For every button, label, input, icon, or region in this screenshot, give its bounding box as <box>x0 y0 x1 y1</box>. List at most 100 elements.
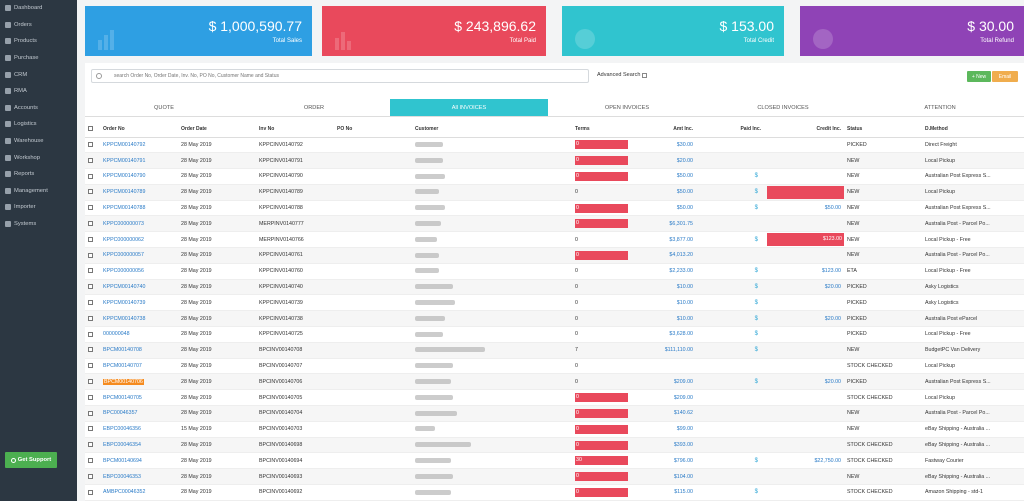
table-row[interactable]: BPCM00140707 28 May 2019 BPCINV00140707 0 ST… <box>85 358 1024 375</box>
table-row[interactable]: KPPCM00140792 28 May 2019 KPPCINV0140792 0 $… <box>85 137 1024 154</box>
sidebar-item-products[interactable]: Products <box>0 33 77 50</box>
table-row[interactable]: KPPCM00140739 28 May 2019 KPPCINV0140739 0 $… <box>85 294 1024 312</box>
select-all-checkbox[interactable] <box>88 126 93 132</box>
sidebar-item-management[interactable]: Management <box>0 183 77 200</box>
table-row[interactable]: BPC00046357 28 May 2019 BPCINV00140704 0 $14… <box>85 405 1024 422</box>
row-checkbox[interactable] <box>88 173 93 179</box>
tab-open-invoices[interactable]: OPEN INVOICES <box>604 104 650 111</box>
order-no-link[interactable]: BPCM00140705 <box>103 394 142 401</box>
row-checkbox[interactable] <box>88 442 93 448</box>
table-row[interactable]: KPPCM00140791 28 May 2019 KPPCINV0140791 0 $… <box>85 152 1024 170</box>
sidebar-item-accounts[interactable]: Accounts <box>0 100 77 117</box>
table-row[interactable]: BPCM00140706 28 May 2019 BPCINV00140706 0 $2… <box>85 373 1024 391</box>
table-row[interactable]: BPCM00140694 28 May 2019 BPCINV00140694 30 $… <box>85 452 1024 470</box>
tab-attention[interactable]: ATTENTION <box>924 104 956 111</box>
row-checkbox[interactable] <box>88 299 93 305</box>
order-no-link[interactable]: KPPCM00140789 <box>103 189 146 196</box>
order-no-link[interactable]: BPCM00140694 <box>103 457 142 464</box>
new-button[interactable]: + New <box>967 71 991 82</box>
order-no-link[interactable]: AMBPC00046352 <box>103 489 146 496</box>
order-no-link[interactable]: KPPCM00140790 <box>103 173 146 180</box>
sidebar-item-reports[interactable]: Reports <box>0 166 77 183</box>
col-po-no[interactable]: PO No <box>334 122 412 138</box>
col-customer[interactable]: Customer <box>412 122 572 138</box>
row-checkbox[interactable] <box>88 331 93 337</box>
table-row[interactable]: AMBPC00046352 28 May 2019 BPCINV00140692 0 $… <box>85 484 1024 501</box>
table-row[interactable]: KPPCM00140790 28 May 2019 KPPCINV0140790 0 $… <box>85 168 1024 185</box>
table-row[interactable]: BPCM00140705 28 May 2019 BPCINV00140705 0 $2… <box>85 389 1024 407</box>
table-row[interactable]: EBPC00046356 15 May 2019 BPCINV00140703 0 $9… <box>85 421 1024 438</box>
sidebar-item-orders[interactable]: Orders <box>0 17 77 34</box>
order-no-link[interactable]: EBPC00046356 <box>103 426 141 433</box>
table-row[interactable]: KPPCM00140788 28 May 2019 KPPCINV0140788 0 $… <box>85 200 1024 217</box>
table-row[interactable]: KPPCM00140738 28 May 2019 KPPCINV0140738 0 $… <box>85 310 1024 328</box>
order-no-link[interactable]: BPCM00140706 <box>103 378 144 385</box>
sidebar-item-importer[interactable]: Importer <box>0 199 77 216</box>
row-checkbox[interactable] <box>88 394 93 400</box>
order-no-link[interactable]: KPPC000000073 <box>103 220 144 227</box>
order-no-link[interactable]: KPPC000000057 <box>103 252 144 259</box>
row-checkbox[interactable] <box>88 189 93 195</box>
table-row[interactable]: EBPC00046354 28 May 2019 BPCINV00140698 0 $3… <box>85 437 1024 454</box>
sidebar-item-crm[interactable]: CRM <box>0 66 77 83</box>
col-order-date[interactable]: Order Date <box>178 122 256 138</box>
tab-order[interactable]: ORDER <box>303 104 325 111</box>
row-checkbox[interactable] <box>88 220 93 226</box>
search-box[interactable] <box>91 69 589 83</box>
col-inv-no[interactable]: Inv No <box>256 122 334 138</box>
table-row[interactable]: EBPC00046353 28 May 2019 BPCINV00140693 0 $1… <box>85 468 1024 486</box>
row-checkbox[interactable] <box>88 473 93 479</box>
table-row[interactable]: KPPC000000057 28 May 2019 KPPCINV0140761 0 $… <box>85 247 1024 264</box>
col-dmethod[interactable]: D.Method <box>922 122 1024 138</box>
order-no-link[interactable]: KPPCM00140792 <box>103 141 146 148</box>
sidebar-item-warehouse[interactable]: Warehouse <box>0 133 77 150</box>
tab-all-invoices[interactable]: All INVOICES <box>390 99 548 116</box>
col-paid[interactable]: Paid Inc. <box>696 122 764 138</box>
row-checkbox[interactable] <box>88 363 93 369</box>
row-checkbox[interactable] <box>88 205 93 211</box>
table-row[interactable]: KPPC000000073 28 May 2019 MERPINV0140777 0 $… <box>85 215 1024 233</box>
search-input[interactable] <box>114 71 584 81</box>
sidebar-item-workshop[interactable]: Workshop <box>0 149 77 166</box>
advanced-search-checkbox[interactable] <box>642 72 648 78</box>
tab-quote[interactable]: QUOTE <box>154 104 174 111</box>
table-row[interactable]: KPPC000000062 28 May 2019 MERPINV0140766 0 $… <box>85 231 1024 249</box>
row-checkbox[interactable] <box>88 284 93 290</box>
table-row[interactable]: BPCM00140708 28 May 2019 BPCINV00140708 7 $1… <box>85 342 1024 359</box>
get-support-button[interactable]: Get Support <box>5 452 57 468</box>
email-button[interactable]: Email <box>992 71 1018 82</box>
table-row[interactable]: KPPC000000056 28 May 2019 KPPCINV0140760 0 $… <box>85 263 1024 280</box>
row-checkbox[interactable] <box>88 457 93 463</box>
col-credit[interactable]: Credit Inc. <box>764 122 844 138</box>
order-no-link[interactable]: EBPC00046354 <box>103 442 141 449</box>
col-status[interactable]: Status <box>844 122 922 138</box>
row-checkbox[interactable] <box>88 157 93 163</box>
sidebar-item-systems[interactable]: Systems <box>0 216 77 233</box>
order-no-link[interactable]: KPPC000000062 <box>103 236 144 243</box>
row-checkbox[interactable] <box>88 378 93 384</box>
order-no-link[interactable]: KPPCM00140791 <box>103 157 146 164</box>
sidebar-item-purchase[interactable]: Purchase <box>0 50 77 67</box>
order-no-link[interactable]: KPPCM00140740 <box>103 284 146 291</box>
order-no-link[interactable]: KPPCM00140738 <box>103 315 146 322</box>
order-no-link[interactable]: BPCM00140708 <box>103 347 142 354</box>
order-no-link[interactable]: EBPC00046353 <box>103 473 141 480</box>
row-checkbox[interactable] <box>88 426 93 432</box>
table-row[interactable]: KPPCM00140789 28 May 2019 KPPCINV0140789 0 $… <box>85 184 1024 201</box>
row-checkbox[interactable] <box>88 252 93 258</box>
sidebar-item-dashboard[interactable]: Dashboard <box>0 0 77 17</box>
order-no-link[interactable]: KPPCM00140739 <box>103 299 146 306</box>
order-no-link[interactable]: KPPC000000056 <box>103 268 144 275</box>
order-no-link[interactable]: 000000048 <box>103 331 130 338</box>
col-amt[interactable]: Amt Inc. <box>628 122 696 138</box>
row-checkbox[interactable] <box>88 347 93 353</box>
col-terms[interactable]: Terms <box>572 122 628 138</box>
col-order-no[interactable]: Order No <box>100 122 178 138</box>
order-no-link[interactable]: KPPCM00140788 <box>103 205 146 212</box>
row-checkbox[interactable] <box>88 236 93 242</box>
sidebar-item-logistics[interactable]: Logistics <box>0 116 77 133</box>
sidebar-item-rma[interactable]: RMA <box>0 83 77 100</box>
order-no-link[interactable]: BPCM00140707 <box>103 363 142 370</box>
advanced-search-toggle[interactable]: Advanced Search <box>597 72 648 78</box>
row-checkbox[interactable] <box>88 141 93 147</box>
